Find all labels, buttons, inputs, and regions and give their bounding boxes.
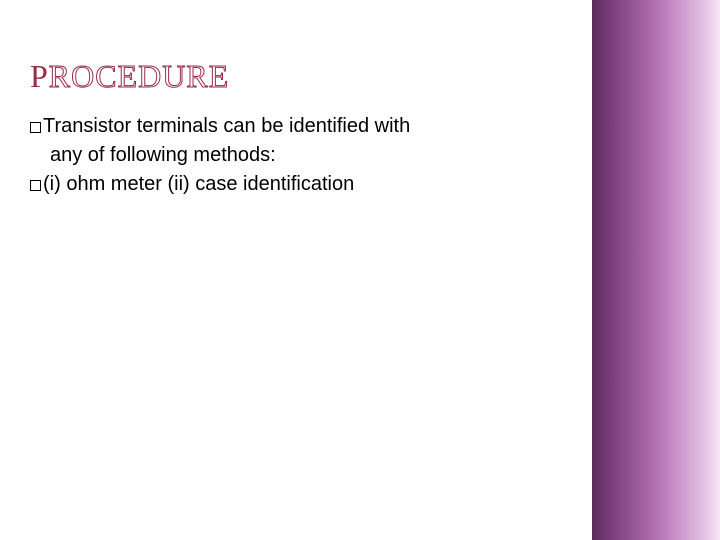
- bullet-item-1-line2: any of following methods:: [30, 142, 562, 169]
- bullet-1-first-word: Transistor: [43, 115, 131, 137]
- slide-title: PROCEDURE: [30, 58, 562, 95]
- title-rest: ROCEDURE: [49, 58, 229, 94]
- bullet-1-rest: terminals can be identified with: [131, 115, 410, 137]
- square-bullet-icon: [30, 180, 41, 191]
- bullet-1-line2-text: any of following methods:: [50, 144, 276, 166]
- decorative-sidebar: [592, 0, 720, 540]
- title-first-letter: P: [30, 58, 49, 94]
- bullet-item-1: Transistor terminals can be identified w…: [30, 113, 562, 140]
- bullet-2-first-word: (i): [43, 173, 61, 195]
- bullet-item-2: (i) ohm meter (ii) case identification: [30, 171, 562, 198]
- bullet-2-rest: ohm meter (ii) case identification: [61, 173, 354, 195]
- square-bullet-icon: [30, 122, 41, 133]
- slide-content: PROCEDURE Transistor terminals can be id…: [0, 0, 592, 540]
